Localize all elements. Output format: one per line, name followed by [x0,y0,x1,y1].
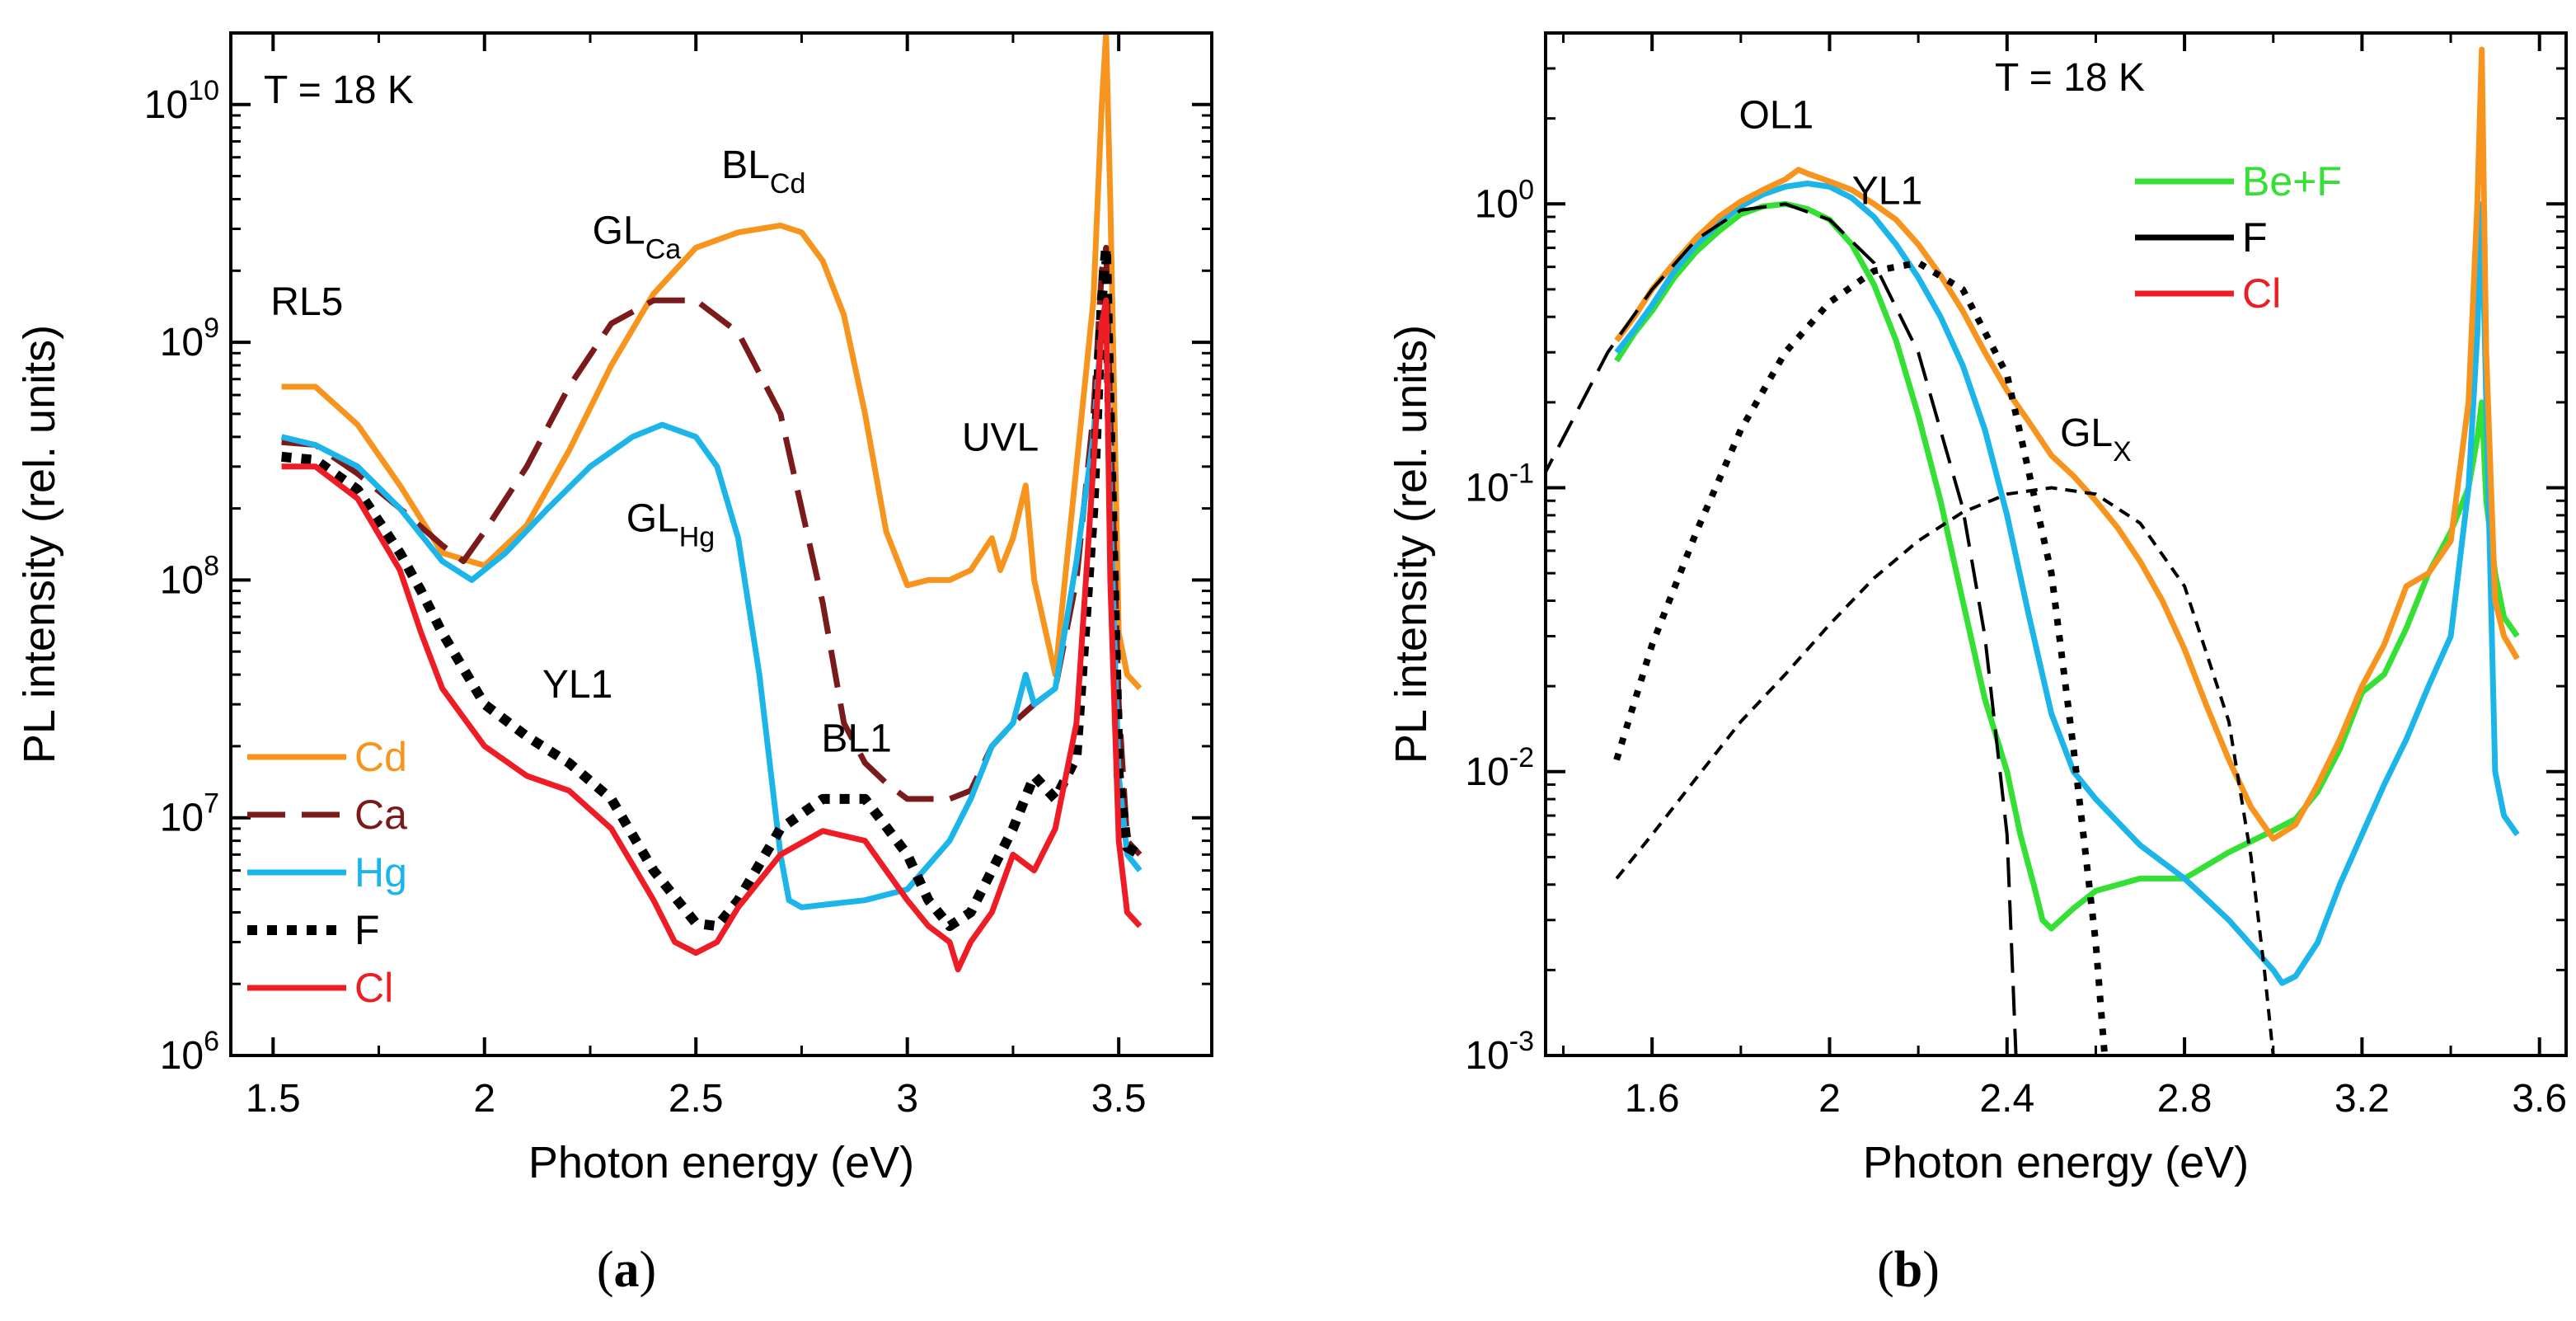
y-tick-label: 100 [1475,174,1534,226]
x-tick-label: 3.2 [2334,1077,2390,1121]
temperature-label: T = 18 K [1995,56,2145,100]
legend-label-be-f: Be+F [2242,158,2342,204]
x-tick-label: 2.4 [1979,1077,2034,1121]
series-be-f [1614,200,2520,932]
legend-label-f: F [354,907,380,953]
annotation-glhg: GLHg [626,497,716,553]
series-glx-fit [1615,486,2275,1055]
annotation-uvl: UVL [962,416,1039,460]
series-yl1-fit [1613,259,2109,1055]
x-tick-label: 3 [896,1077,918,1121]
legend-label-hg: Hg [354,849,407,896]
annotation-yl1: YL1 [542,663,612,707]
annotation-glx: GLX [2060,411,2132,468]
series-cl [1614,46,2520,842]
series-group [280,33,1143,973]
x-tick-label: 2 [1818,1077,1841,1121]
series-ol1-fit [1546,202,2018,1055]
x-tick-label: 3.6 [2512,1077,2567,1121]
plot-frame [229,31,1213,1057]
y-tick-label: 10-2 [1465,742,1534,794]
panel-a: 1.5 2 2.5 3 3.5 106 107 108 109 1010 Photon energy… [15,31,1213,1298]
annotation-yl1: YL1 [1852,169,1922,213]
panel-label: (a) [597,1242,656,1298]
legend-label-cl: Cl [2242,270,2281,317]
x-tick-label: 3.5 [1091,1077,1147,1121]
annotation-bl1: BL1 [821,717,891,760]
y-axis-title: PL intensity (rel. units) [1387,325,1436,764]
x-tick-label: 2 [473,1077,495,1121]
series-cd [281,33,1143,691]
legend-label-f: F [2242,214,2268,261]
x-tick-label: 2.8 [2157,1077,2212,1121]
x-tick-label: 2.5 [669,1077,724,1121]
series-group [1546,46,2520,1055]
series-f [281,242,1143,932]
x-tick-label: 1.6 [1625,1077,1680,1121]
panel-label: (b) [1877,1242,1940,1298]
plot-frame [1544,31,2568,1057]
y-tick-label: 106 [160,1026,219,1078]
series-cl [281,297,1143,973]
annotation-glca: GLCa [593,209,682,265]
series-f [1614,181,2520,986]
y-axis-title: PL intensity (rel. units) [15,325,64,764]
annotation-ol1: OL1 [1739,93,1814,137]
x-axis-title: Photon energy (eV) [528,1138,914,1187]
y-tick-label: 109 [160,313,219,364]
annotation-rl5: RL5 [270,280,343,324]
y-tick-label: 1010 [144,75,219,127]
temperature-label: T = 18 K [264,68,414,112]
legend-label-cd: Cd [354,734,407,780]
x-axis-title: Photon energy (eV) [1863,1138,2249,1187]
x-tick-label: 1.5 [246,1077,301,1121]
legend-label-cl: Cl [354,965,393,1011]
y-tick-label: 107 [160,788,219,840]
y-tick-label: 10-1 [1465,458,1534,510]
annotation-blcd: BLCd [721,143,805,200]
legend-label-ca: Ca [354,792,407,838]
y-tick-label: 108 [160,550,219,602]
panel-b: 1.6 2 2.4 2.8 3.2 3.6 10-3 10-2 10-1 100 Photon en… [1387,31,2568,1298]
y-tick-label: 10-3 [1465,1026,1534,1078]
